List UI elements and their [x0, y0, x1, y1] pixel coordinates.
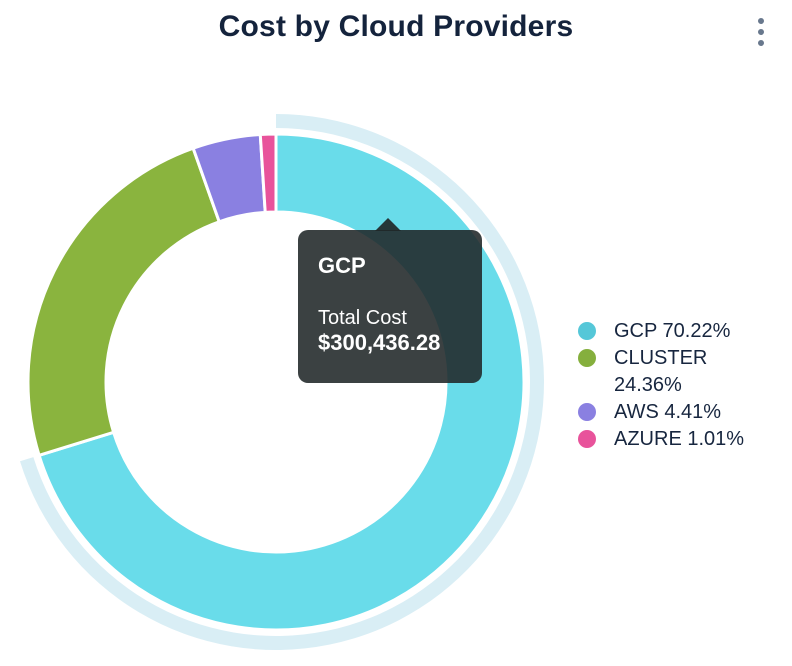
legend-item-aws[interactable]: AWS 4.41%: [578, 399, 754, 426]
tooltip-value: $300,436.28: [318, 330, 441, 355]
legend-swatch-icon: [578, 349, 596, 367]
more-options-button[interactable]: [756, 16, 766, 48]
legend-label: GCP 70.22%: [614, 320, 731, 342]
legend-item-gcp[interactable]: GCP 70.22%: [578, 318, 754, 345]
legend-item-azure[interactable]: AZURE 1.01%: [578, 426, 754, 453]
tooltip: GCP Total Cost $300,436.28: [298, 218, 482, 383]
legend-swatch-icon: [578, 322, 596, 340]
kebab-dot-icon: [758, 18, 764, 24]
kebab-dot-icon: [758, 40, 764, 46]
legend-label: AWS 4.41%: [614, 401, 722, 423]
slice-cluster[interactable]: [26, 146, 221, 457]
tooltip-label: Total Cost: [318, 307, 407, 329]
legend-label: AZURE 1.01%: [614, 428, 745, 450]
panel-title: Cost by Cloud Providers: [218, 10, 574, 43]
kebab-dot-icon: [758, 29, 764, 35]
slice-azure[interactable]: [258, 132, 278, 214]
legend-swatch-icon: [578, 430, 596, 448]
legend-swatch-icon: [578, 403, 596, 421]
tooltip-caret: [375, 218, 401, 231]
legend: GCP 70.22% CLUSTER 24.36% AWS 4.41% AZURE 1…: [578, 318, 754, 453]
tooltip-title: GCP: [318, 253, 366, 278]
legend-label: CLUSTER 24.36%: [614, 347, 708, 396]
legend-item-cluster[interactable]: CLUSTER 24.36%: [578, 345, 754, 399]
